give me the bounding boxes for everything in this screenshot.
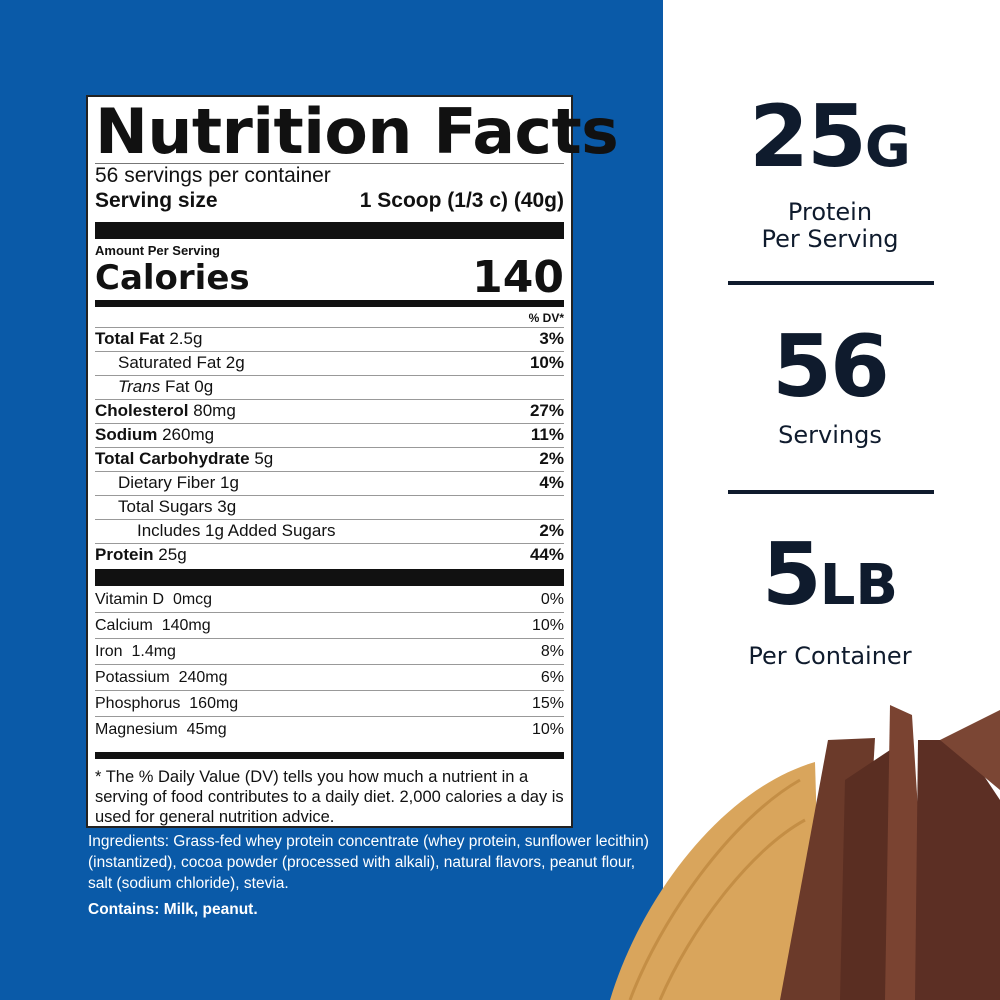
- nutrient-row: Total Fat 2.5g 3%: [95, 327, 564, 351]
- allergens: Contains: Milk, peanut.: [88, 901, 258, 918]
- nutrient-dv: 4%: [539, 473, 564, 492]
- vitamin-dv: 0%: [540, 591, 564, 608]
- nutrient-row: Total Carbohydrate 5g 2%: [95, 447, 564, 471]
- nutrient-amount: 3g: [217, 497, 237, 516]
- vitamin-amount: 0mcg: [172, 591, 213, 608]
- nutrient-name: Total Fat: [95, 329, 165, 348]
- vitamin-amount: 160mg: [189, 695, 239, 712]
- nutrient-row: Dietary Fiber 1g 4%: [95, 471, 564, 495]
- dv-header: % DV*: [528, 311, 564, 325]
- label-title: Nutrition Facts: [95, 95, 619, 168]
- nutrient-name: Fat: [164, 377, 190, 396]
- nutrient-row: Total Sugars 3g: [95, 495, 564, 519]
- nutrient-dv: 2%: [539, 449, 564, 468]
- nutrient-amount: 2.5g: [169, 329, 203, 348]
- stat-value: 56: [772, 317, 890, 417]
- servings-per-container: 56 servings per container: [95, 164, 331, 187]
- vitamin-name: Potassium: [95, 669, 170, 686]
- divider: [728, 490, 934, 494]
- nutrient-amount: 25g: [158, 545, 187, 564]
- nutrient-dv: 44%: [529, 545, 564, 564]
- nutrient-row: Saturated Fat 2g 10%: [95, 351, 564, 375]
- stat-protein: 25G Protein Per Serving: [700, 92, 960, 253]
- nutrient-dv: 10%: [529, 353, 564, 372]
- ingredients: Ingredients: Grass-fed whey protein conc…: [88, 833, 649, 892]
- nutrient-dv: 27%: [529, 401, 564, 420]
- nutrient-name: Cholesterol: [95, 401, 189, 420]
- serving-size-label: Serving size: [95, 189, 218, 212]
- stat-servings: 56 Servings: [700, 322, 960, 449]
- calories-label: Calories: [95, 258, 250, 298]
- nutrient-name: Sodium: [95, 425, 158, 444]
- nutrient-amount: 2g: [225, 353, 245, 372]
- amount-per-serving: Amount Per Serving: [95, 243, 220, 258]
- footnote: * The % Daily Value (DV) tells you how m…: [95, 768, 564, 826]
- vitamin-name: Magnesium: [95, 721, 178, 738]
- nutrient-name: Protein: [95, 545, 154, 564]
- nutrient-row: Cholesterol 80mg 27%: [95, 399, 564, 423]
- nutrient-amount: 260mg: [162, 425, 215, 444]
- stat-label: Servings: [778, 421, 882, 449]
- vitamin-dv: 8%: [540, 643, 564, 660]
- nutrient-name: Includes 1g Added Sugars: [137, 521, 336, 540]
- vitamin-row: Potassium 240mg 6%: [95, 664, 564, 690]
- stat-label: Per Container: [748, 642, 912, 670]
- nutrient-name: Total Sugars: [118, 497, 213, 516]
- nutrient-amount: 80mg: [193, 401, 236, 420]
- peanut-butter-chocolate-image: [610, 705, 1000, 1000]
- vitamin-dv: 6%: [540, 669, 564, 686]
- stat-weight: 5LB Per Container: [700, 530, 960, 670]
- nutrient-amount: 5g: [254, 449, 274, 468]
- nutrient-dv: 11%: [530, 425, 564, 444]
- nutrient-dv: 2%: [539, 521, 564, 540]
- vitamin-amount: 240mg: [178, 669, 228, 686]
- stat-value: 25: [749, 87, 867, 187]
- nutrient-dv: 3%: [539, 329, 564, 348]
- vitamin-row: Calcium 140mg 10%: [95, 612, 564, 638]
- vitamin-amount: 140mg: [161, 617, 211, 634]
- vitamin-amount: 1.4mg: [131, 643, 176, 660]
- vitamin-row: Magnesium 45mg 10%: [95, 716, 564, 742]
- nutrition-facts-label: Nutrition Facts 56 servings per containe…: [86, 95, 619, 828]
- nutrient-row: Trans Fat 0g: [95, 375, 564, 399]
- calories-value: 140: [472, 252, 564, 303]
- divider: [728, 281, 934, 285]
- vitamin-name: Calcium: [95, 617, 153, 634]
- stat-label: Protein: [787, 198, 873, 226]
- vitamin-name: Iron: [95, 643, 123, 660]
- nutrient-amount: 0g: [194, 377, 214, 396]
- vitamin-row: Phosphorus 160mg 15%: [95, 690, 564, 716]
- serving-size-value: 1 Scoop (1/3 c) (40g): [359, 189, 564, 212]
- nutrient-amount: 1g: [220, 473, 239, 492]
- stat-unit: G: [864, 115, 911, 180]
- stat-value: 5: [761, 525, 822, 625]
- vitamin-dv: 10%: [531, 617, 564, 634]
- vitamin-dv: 10%: [531, 721, 564, 738]
- nutrient-row: Sodium 260mg 11%: [95, 423, 564, 447]
- stat-unit: LB: [819, 553, 899, 618]
- vitamin-row: Vitamin D 0mcg 0%: [95, 586, 564, 612]
- vitamin-amount: 45mg: [186, 721, 227, 738]
- vitamin-row: Iron 1.4mg 8%: [95, 638, 564, 664]
- nutrient-name-italic: Trans: [118, 377, 161, 396]
- vitamin-name: Vitamin D: [95, 591, 165, 608]
- vitamin-name: Phosphorus: [95, 695, 181, 712]
- nutrient-name: Dietary Fiber: [118, 473, 216, 492]
- vitamin-dv: 15%: [531, 695, 564, 712]
- nutrient-row: Protein 25g 44%: [95, 543, 564, 567]
- nutrient-name: Total Carbohydrate: [95, 449, 250, 468]
- stat-label: Per Serving: [761, 225, 899, 253]
- nutrient-row: Includes 1g Added Sugars 2%: [95, 519, 564, 543]
- nutrient-name: Saturated Fat: [118, 353, 222, 372]
